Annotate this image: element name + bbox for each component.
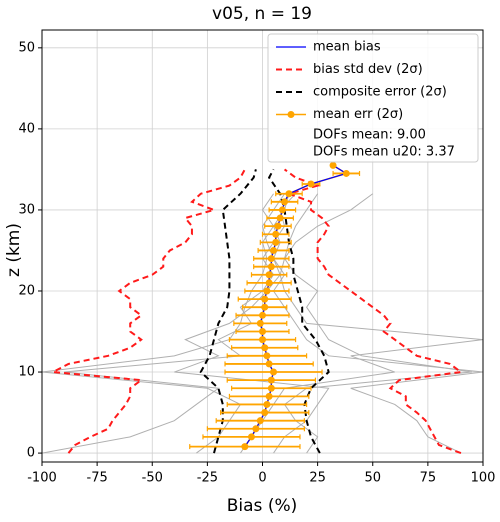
std-line xyxy=(49,168,246,454)
x-tick-label: 100 xyxy=(471,471,496,486)
x-tick-label: -100 xyxy=(27,471,57,486)
mean-err-point xyxy=(270,246,278,254)
y-tick-label: 30 xyxy=(18,202,35,217)
legend-box xyxy=(267,33,479,163)
mean-err-point xyxy=(256,417,264,425)
mean-err-point xyxy=(285,190,293,198)
x-tick-label: -50 xyxy=(142,471,163,486)
profile-line xyxy=(240,193,483,454)
mean-err-point xyxy=(267,263,275,271)
std-line xyxy=(283,168,464,455)
x-tick-label: 0 xyxy=(258,471,266,486)
mean-err-point xyxy=(267,255,275,263)
mean-err-point xyxy=(267,384,275,392)
mean-err-point xyxy=(276,214,284,222)
y-tick-label: 10 xyxy=(18,365,35,380)
y-tick-label: 40 xyxy=(18,121,35,136)
mean-err-point xyxy=(261,344,269,352)
mean-err-point xyxy=(265,392,273,400)
chart-title: v05, n = 19 xyxy=(212,4,312,24)
mean-err-point xyxy=(263,287,271,295)
x-tick-label: 75 xyxy=(420,471,437,486)
mean-err-point xyxy=(259,336,266,344)
axes-frame xyxy=(41,29,484,463)
y-axis-label: z (km) xyxy=(4,223,24,277)
mean-err-point xyxy=(252,425,260,433)
mean-err-point xyxy=(247,433,255,441)
mean-err-point xyxy=(342,169,350,177)
x-tick-label: -25 xyxy=(197,471,218,486)
mean-err-point xyxy=(261,303,269,311)
mean-err-point xyxy=(281,198,289,206)
y-tick-label: 0 xyxy=(27,446,35,461)
mean-err-point xyxy=(259,311,266,319)
mean-err-point xyxy=(307,180,315,188)
mean-err-point xyxy=(261,295,269,303)
legend-marker xyxy=(287,111,295,118)
legend-label: mean err (2σ) xyxy=(313,107,403,122)
mean-err-point xyxy=(270,368,278,376)
mean-err-point xyxy=(265,279,273,287)
mean-err-point xyxy=(272,230,280,238)
mean-err-point xyxy=(256,319,264,327)
x-tick-label: 25 xyxy=(309,471,326,486)
mean-err-point xyxy=(274,222,282,230)
x-tick-label: 50 xyxy=(364,471,381,486)
legend-label: mean bias xyxy=(313,40,381,55)
plot xyxy=(42,161,483,455)
mean-err-point xyxy=(259,328,266,336)
mean-err-point xyxy=(278,206,286,214)
annotation: DOFs mean: 9.00 xyxy=(313,128,426,143)
x-axis-label: Bias (%) xyxy=(227,496,297,516)
annotation: DOFs mean u20: 3.37 xyxy=(313,145,455,160)
legend-label: bias std dev (2σ) xyxy=(313,62,423,77)
mean-err-point xyxy=(241,443,249,451)
legend-label: composite error (2σ) xyxy=(313,85,447,100)
composite-line xyxy=(199,169,257,454)
mean-err-point xyxy=(261,409,269,417)
mean-err-point xyxy=(265,360,273,368)
mean-err-point xyxy=(329,161,337,169)
y-tick-label: 20 xyxy=(18,283,35,298)
mean-err-point xyxy=(267,376,275,384)
y-tick-label: 50 xyxy=(18,40,35,55)
mean-err-point xyxy=(263,400,271,408)
profile-line xyxy=(283,193,473,454)
profile-line xyxy=(174,193,330,454)
mean-err-point xyxy=(263,352,271,360)
mean-err-point xyxy=(265,271,273,279)
mean-err-point xyxy=(272,238,280,246)
x-tick-label: -75 xyxy=(87,471,108,486)
